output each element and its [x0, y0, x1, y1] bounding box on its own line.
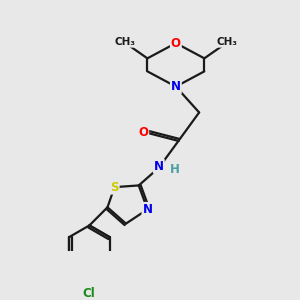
Text: H: H	[170, 164, 180, 176]
Text: S: S	[110, 181, 119, 194]
Text: N: N	[142, 203, 152, 216]
Text: O: O	[138, 126, 148, 139]
Text: N: N	[171, 80, 181, 93]
Text: CH₃: CH₃	[114, 37, 135, 47]
Text: O: O	[171, 37, 181, 50]
Text: Cl: Cl	[82, 287, 95, 300]
Text: N: N	[154, 160, 164, 173]
Text: CH₃: CH₃	[217, 37, 238, 47]
